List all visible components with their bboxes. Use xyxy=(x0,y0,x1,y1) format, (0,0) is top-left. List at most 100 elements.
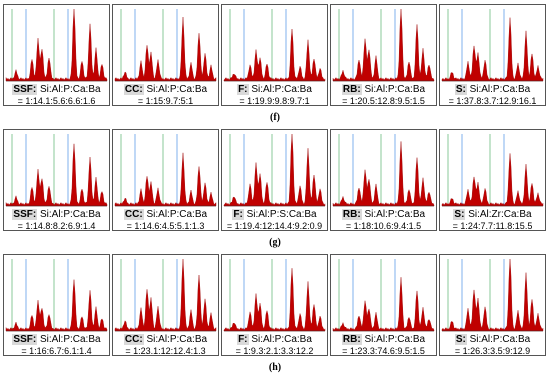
spectrum xyxy=(5,259,108,332)
ratio-text: = 1:16:6.7:6.1:1.4 xyxy=(21,346,92,356)
ratio-text: = 1:24:7.7:11.8:15.5 xyxy=(452,221,533,231)
sample-name: S: xyxy=(454,84,467,95)
sample-caption: F: Si:Al:P:S:Ca:Ba xyxy=(222,209,327,220)
spectrum-part xyxy=(5,8,108,82)
spectrum-part xyxy=(5,143,108,207)
element-list: Si:Al:P:Ca:Ba xyxy=(146,209,208,220)
sample-name: F: xyxy=(237,84,249,95)
sample-name: RB: xyxy=(341,84,362,95)
element-list: Si:Al:P:Ca:Ba xyxy=(251,84,312,95)
ratio-text: = 1:19.4:12:14.4:9.2:0.9 xyxy=(226,221,323,231)
spectrum xyxy=(114,258,217,332)
spectrum xyxy=(223,259,326,332)
ratio-text: = 1:15:9.7:5:1 xyxy=(137,96,194,106)
sample-name: CC: xyxy=(123,209,144,220)
element-list: Si:Al:P:Ca:Ba xyxy=(469,84,531,95)
spectrum xyxy=(5,134,108,207)
spectrum-part xyxy=(441,258,544,332)
element-list: Si:Al:P:Ca:Ba xyxy=(39,84,101,95)
sample-caption: SSF: Si:Al:P:Ca:Ba xyxy=(4,84,109,95)
ratio-text: = 1:18:10.6:9.4:1.5 xyxy=(345,221,422,231)
spectrum xyxy=(441,134,544,207)
spectrum-part xyxy=(441,153,544,207)
sample-caption: S: Si:Al:P:Ca:Ba xyxy=(440,84,545,95)
spectrum xyxy=(332,8,435,82)
sample-name: CC: xyxy=(123,334,144,345)
sample-name: S: xyxy=(453,209,466,220)
element-list: Si:Al:P:Ca:Ba xyxy=(364,84,426,95)
sample-name: RB: xyxy=(341,209,362,220)
sample-name: CC: xyxy=(123,84,144,95)
sample-name: S: xyxy=(454,334,467,345)
element-list: Si:Al:P:S:Ca:Ba xyxy=(246,209,317,220)
spectrum-panel: RB: Si:Al:P:Ca:Ba = 1:18:10.6:9.4:1.5 xyxy=(330,129,437,231)
element-list: Si:Al:P:Ca:Ba xyxy=(364,334,426,345)
sample-name: F: xyxy=(232,209,244,220)
element-list: Si:Al:P:Ca:Ba xyxy=(251,334,312,345)
spectrum-panel: F: Si:Al:P:Ca:Ba = 1:19.9:9.8:9.7:1 xyxy=(221,4,328,106)
element-list: Si:Al:P:Ca:Ba xyxy=(146,334,208,345)
spectrum-part xyxy=(332,277,435,332)
sample-caption: S: Si:Al:Zr:Ca:Ba xyxy=(440,209,545,220)
figure-row: SSF: Si:Al:P:Ca:Ba = 1:14.8:8.2:6.9:1.4 CC… xyxy=(0,125,550,250)
sample-caption: CC: Si:Al:P:Ca:Ba xyxy=(113,334,218,345)
spectrum-panel: F: Si:Al:P:Ca:Ba = 1:9.3:2.1:3.3:12.2 xyxy=(221,254,328,356)
element-list: Si:Al:P:Ca:Ba xyxy=(39,334,101,345)
spectrum xyxy=(114,134,217,207)
spectrum xyxy=(441,258,544,332)
figure-row: SSF: Si:Al:P:Ca:Ba = 1:14.1:5.6:6.6:1.6 CC… xyxy=(0,0,550,125)
ratio-text: = 1:26.3:3.5:9:12.9 xyxy=(454,346,531,356)
ratio-text: = 1:37.8:3.7:12.9:16.1 xyxy=(448,96,537,106)
figure-row: SSF: Si:Al:P:Ca:Ba = 1:16:6.7:6.1:1.4 CC: … xyxy=(0,250,550,375)
sample-name: F: xyxy=(237,334,249,345)
ratio-text: = 1:20.5:12.8:9.5:1.5 xyxy=(342,96,425,106)
spectrum-panel: S: Si:Al:P:Ca:Ba = 1:37.8:3.7:12.9:16.1 xyxy=(439,4,546,106)
sample-name: SSF: xyxy=(12,334,38,345)
spectrum-part xyxy=(5,279,108,332)
spectrum-part xyxy=(223,28,326,82)
spectrum xyxy=(223,9,326,82)
spectrum-panel: CC: Si:Al:P:Ca:Ba = 1:14.6:4.5:5.1:1.3 xyxy=(112,129,219,231)
ratio-text: = 1:14.6:4.5:5.1:1.3 xyxy=(126,221,205,231)
spectrum-panel: SSF: Si:Al:P:Ca:Ba = 1:14.8:8.2:6.9:1.4 xyxy=(3,129,110,231)
sample-name: SSF: xyxy=(12,84,38,95)
row-label: (g) xyxy=(269,237,281,248)
spectrum-part xyxy=(114,258,217,332)
row-label: (f) xyxy=(270,112,280,123)
spectrum-panel: CC: Si:Al:P:Ca:Ba = 1:15:9.7:5:1 xyxy=(112,4,219,106)
ratio-text: = 1:19.9:9.8:9.7:1 xyxy=(239,96,310,106)
spectrum-panel: S: Si:Al:Zr:Ca:Ba = 1:24:7.7:11.8:15.5 xyxy=(439,129,546,231)
sample-caption: RB: Si:Al:P:Ca:Ba xyxy=(331,84,436,95)
ratio-text: = 1:23.3:74.6:9.5:1.5 xyxy=(342,346,425,356)
sample-caption: SSF: Si:Al:P:Ca:Ba xyxy=(4,209,109,220)
spectrum-part xyxy=(332,8,435,82)
spectrum-panel: SSF: Si:Al:P:Ca:Ba = 1:14.1:5.6:6.6:1.6 xyxy=(3,4,110,106)
spectrum-panel: SSF: Si:Al:P:Ca:Ba = 1:16:6.7:6.1:1.4 xyxy=(3,254,110,356)
spectrum-part xyxy=(332,141,435,207)
spectrum xyxy=(114,9,217,82)
spectrum-part xyxy=(223,268,326,332)
spectrum xyxy=(441,9,544,82)
sample-caption: F: Si:Al:P:Ca:Ba xyxy=(222,334,327,345)
element-list: Si:Al:P:Ca:Ba xyxy=(146,84,208,95)
element-list: Si:Al:P:Ca:Ba xyxy=(364,209,426,220)
spectrum xyxy=(223,133,326,207)
element-list: Si:Al:P:Ca:Ba xyxy=(39,209,101,220)
spectrum-panel: F: Si:Al:P:S:Ca:Ba = 1:19.4:12:14.4:9.2:0… xyxy=(221,129,328,231)
ratio-text: = 1:9.3:2.1:3.3:12.2 xyxy=(235,346,314,356)
sample-name: SSF: xyxy=(12,209,38,220)
sample-caption: F: Si:Al:P:Ca:Ba xyxy=(222,84,327,95)
spectrum-part xyxy=(114,16,217,82)
element-list: Si:Al:Zr:Ca:Ba xyxy=(468,209,532,220)
spectrum-panel: S: Si:Al:P:Ca:Ba = 1:26.3:3.5:9:12.9 xyxy=(439,254,546,356)
sample-caption: S: Si:Al:P:Ca:Ba xyxy=(440,334,545,345)
sample-caption: RB: Si:Al:P:Ca:Ba xyxy=(331,334,436,345)
spectrum-part xyxy=(223,133,326,207)
ratio-text: = 1:23.1:12:12.4:1.3 xyxy=(125,346,206,356)
spectrum-panel: RB: Si:Al:P:Ca:Ba = 1:20.5:12.8:9.5:1.5 xyxy=(330,4,437,106)
sample-caption: CC: Si:Al:P:Ca:Ba xyxy=(113,209,218,220)
spectrum-part xyxy=(441,17,544,82)
row-label: (h) xyxy=(268,362,282,373)
spectrum-part xyxy=(114,152,217,207)
